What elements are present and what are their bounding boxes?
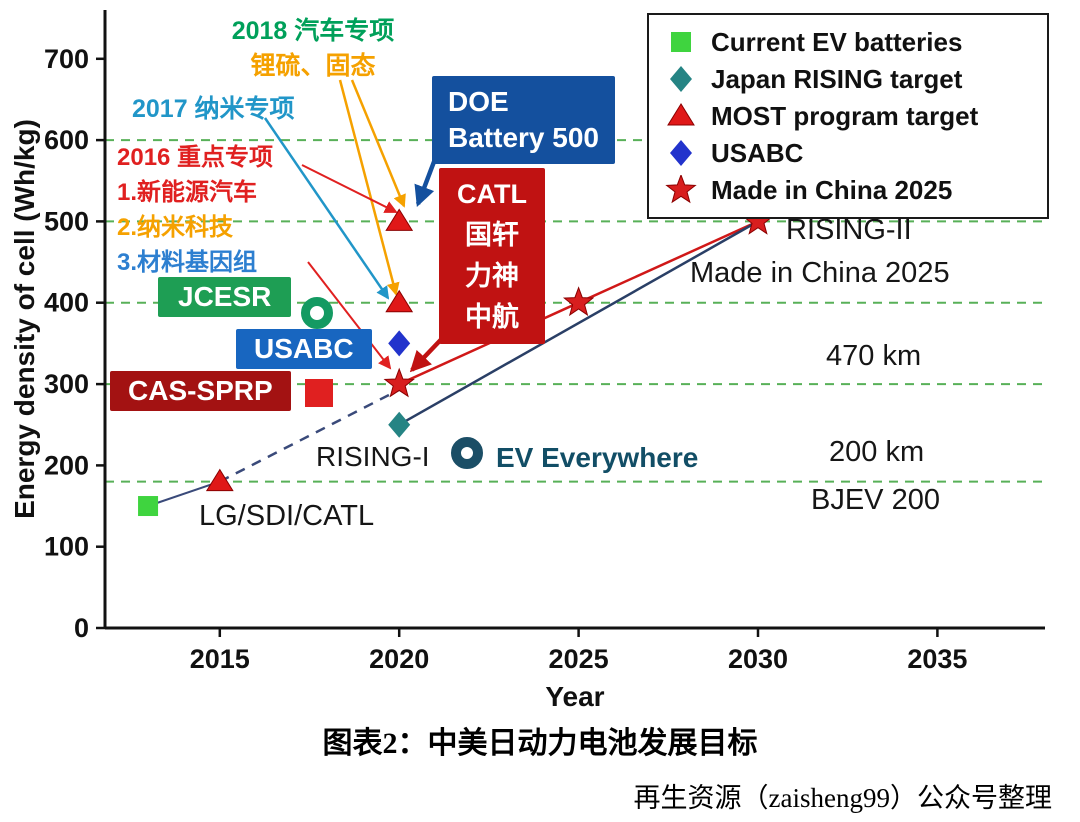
x-tick-label: 2015 <box>190 644 250 674</box>
marker-diamond-icon <box>388 330 411 357</box>
x-tick-label: 2030 <box>728 644 788 674</box>
marker-star-icon <box>562 286 595 317</box>
y-tick-label: 200 <box>44 450 89 480</box>
y-tick-label: 100 <box>44 532 89 562</box>
annotation-arrow <box>338 79 400 296</box>
ev-everywhere-ring-icon <box>451 437 483 469</box>
annotation-arrow <box>263 117 390 300</box>
y-axis-label: Energy density of cell (Wh/kg) <box>9 119 40 519</box>
trend-line <box>578 220 759 304</box>
annotation-arrow <box>301 164 398 213</box>
marker-square-icon <box>671 32 691 52</box>
teal-diamond-icon <box>670 66 692 92</box>
green-square-icon <box>671 32 691 52</box>
usabc-box: USABC <box>236 329 372 369</box>
trend-line <box>219 388 400 483</box>
legend-label: USABC <box>711 137 804 168</box>
trend-line <box>147 480 221 507</box>
x-tick-label: 2020 <box>369 644 429 674</box>
catl-box-line1: CATL <box>457 179 527 209</box>
marker-diamond-icon <box>670 140 692 166</box>
y-tick-label: 700 <box>44 44 89 74</box>
marker-triangle-icon <box>667 103 695 126</box>
source-credit: 再生资源（zaisheng99）公众号整理 <box>633 783 1052 813</box>
marker-diamond-icon <box>388 411 411 438</box>
legend-label: MOST program target <box>711 100 979 131</box>
legend-item-made-in-china: Made in China 2025 <box>663 173 1033 207</box>
x-tick-label: 2025 <box>549 644 609 674</box>
y-tick-label: 300 <box>44 369 89 399</box>
red-star-icon <box>665 175 697 204</box>
marker-diamond-icon <box>670 66 692 92</box>
annotation-arrow <box>350 79 406 208</box>
lg-sdi-catl-label: LG/SDI/CATL <box>199 500 375 532</box>
range-200km-label: 200 km <box>829 436 925 468</box>
annotation-2016-line1: 2016 重点专项 <box>117 144 274 171</box>
legend: Current EV batteries Japan RISING target… <box>647 13 1049 219</box>
blue-diamond-icon <box>670 140 692 166</box>
marker-triangle-icon <box>205 468 234 492</box>
marker-star-icon <box>665 175 697 204</box>
made-in-china-2025-label: Made in China 2025 <box>690 257 950 289</box>
annotation-2016-line3: 2.纳米科技 <box>117 214 234 241</box>
x-tick-label: 2035 <box>907 644 967 674</box>
doe-box-line2: Battery 500 <box>448 122 599 153</box>
red-triangle-icon <box>667 103 695 126</box>
jcesr-ring-icon <box>301 297 333 329</box>
annotation-2016-line4: 3.材料基因组 <box>117 249 258 276</box>
trend-line <box>398 220 759 426</box>
legend-label: Japan RISING target <box>711 63 963 94</box>
catl-box-line2: 国轩 <box>465 220 519 250</box>
cas-sprp-square-icon <box>305 379 333 407</box>
marker-triangle-icon <box>385 289 414 313</box>
marker-triangle-icon <box>385 208 414 231</box>
rising1-label: RISING-I <box>316 441 430 472</box>
legend-label: Current EV batteries <box>711 26 963 57</box>
legend-item-usabc: USABC <box>663 136 1033 170</box>
x-axis-label: Year <box>545 681 604 712</box>
annotation-2017-program: 2017 纳米专项 <box>132 95 295 123</box>
catl-box-line4: 中航 <box>465 302 519 332</box>
marker-star-icon <box>383 367 415 398</box>
cas-sprp-box: CAS-SPRP <box>110 371 291 411</box>
legend-item-japan-rising: Japan RISING target <box>663 62 1033 96</box>
y-tick-label: 0 <box>74 613 89 643</box>
annotation-2016-line2: 1.新能源汽车 <box>117 179 258 206</box>
ev-everywhere-label: EV Everywhere <box>496 442 699 473</box>
y-tick-label: 400 <box>44 288 89 318</box>
jcesr-box: JCESR <box>158 277 292 317</box>
range-470km-label: 470 km <box>826 340 922 372</box>
y-tick-label: 600 <box>44 125 89 155</box>
catl-box-line3: 力神 <box>465 261 519 291</box>
legend-item-most: MOST program target <box>663 99 1033 133</box>
marker-square-icon <box>138 496 159 517</box>
rising2-label: RISING-II <box>786 214 912 246</box>
bjev200-label: BJEV 200 <box>811 484 940 516</box>
catl-box: CATL 国轩 力神 中航 <box>439 168 545 344</box>
annotation-2016-program: 2016 重点专项 1.新能源汽车 2.纳米科技 3.材料基因组 <box>117 140 273 280</box>
legend-label: Made in China 2025 <box>711 174 953 205</box>
annotation-2018-program: 2018 汽车专项 锂硫、固态 <box>203 14 423 84</box>
annotation-2018-line1: 2018 汽车专项 <box>231 17 395 45</box>
legend-item-current-ev: Current EV batteries <box>663 25 1033 59</box>
doe-box-line1: DOE <box>448 86 509 117</box>
battery-target-chart: 2015 2020 2025 2030 2035 0 100 200 300 400 500 600 7… <box>9 10 1049 712</box>
annotation-2018-line2: 锂硫、固态 <box>250 52 376 80</box>
y-tick-label: 500 <box>44 206 89 236</box>
doe-battery500-box: DOE Battery 500 <box>432 76 615 164</box>
figure-caption: 图表2：中美日动力电池发展目标 <box>322 727 758 760</box>
plot-svg: 2015 2020 2025 2030 2035 0 100 200 300 400 500 600 7… <box>9 10 1045 712</box>
annotation-arrow <box>307 261 392 370</box>
